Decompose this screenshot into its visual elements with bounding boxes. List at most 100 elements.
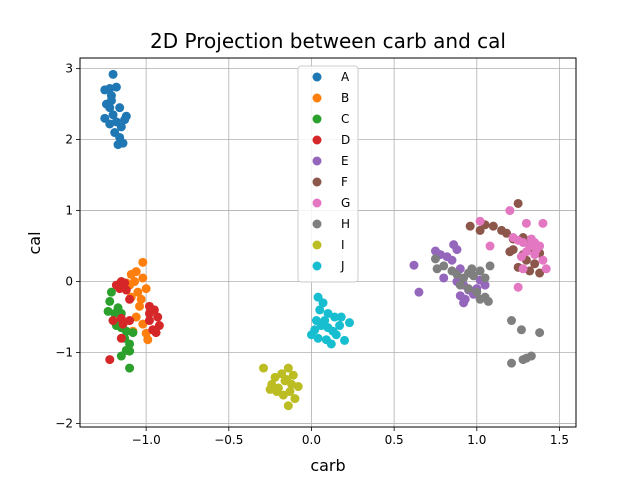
data-point <box>313 333 323 343</box>
data-point <box>475 266 485 276</box>
data-point <box>336 312 346 322</box>
data-point <box>116 122 126 132</box>
data-point <box>259 363 269 373</box>
y-tick-label: 0 <box>65 275 73 289</box>
series-H <box>430 254 545 368</box>
data-point <box>485 241 495 251</box>
data-point <box>505 247 515 257</box>
data-point <box>118 319 128 329</box>
data-point <box>409 260 419 270</box>
data-point <box>318 298 328 308</box>
data-point <box>467 264 477 274</box>
data-point <box>331 330 341 340</box>
data-point <box>505 206 515 216</box>
data-point <box>310 325 320 335</box>
data-point <box>270 372 280 382</box>
data-point <box>430 254 440 264</box>
data-point <box>531 245 541 255</box>
data-point <box>125 363 135 373</box>
data-point <box>108 69 118 79</box>
data-point <box>138 257 148 267</box>
data-point <box>151 328 161 338</box>
data-point <box>265 384 275 394</box>
data-point <box>138 273 148 283</box>
y-tick-label: 3 <box>65 62 73 76</box>
y-axis-ticks: −2 −1 0 1 2 3 <box>55 62 80 430</box>
data-point <box>125 294 135 304</box>
data-point <box>326 339 336 349</box>
data-point <box>507 316 517 326</box>
series-G <box>475 206 551 292</box>
data-point <box>507 358 517 368</box>
data-point <box>153 312 163 322</box>
data-point <box>293 382 303 392</box>
data-point <box>480 273 490 283</box>
data-point <box>475 216 485 226</box>
data-point <box>282 374 292 384</box>
data-points <box>100 69 551 411</box>
data-point <box>105 119 115 129</box>
data-point <box>538 218 548 228</box>
x-axis-label: carb <box>310 456 345 475</box>
series-D <box>105 277 164 365</box>
data-point <box>100 85 110 95</box>
data-point <box>320 316 330 326</box>
data-point <box>323 308 333 318</box>
data-point <box>335 321 345 331</box>
data-point <box>344 318 354 328</box>
data-point <box>472 287 482 297</box>
data-point <box>105 103 115 113</box>
legend-marker <box>312 198 322 208</box>
data-point <box>278 390 288 400</box>
data-point <box>330 312 340 322</box>
legend-marker <box>312 114 322 124</box>
data-point <box>125 346 135 356</box>
legend-label: E <box>341 154 349 168</box>
data-point <box>126 269 136 279</box>
data-point <box>128 328 138 338</box>
data-point <box>144 301 154 311</box>
data-point <box>475 294 485 304</box>
data-point <box>465 221 475 231</box>
data-point <box>518 355 528 365</box>
data-point <box>502 228 512 238</box>
x-axis-ticks: −1.0 −0.5 0.0 0.5 1.0 1.5 <box>132 427 569 447</box>
data-point <box>480 280 490 290</box>
data-point <box>118 138 128 148</box>
data-point <box>138 319 148 329</box>
data-point <box>538 255 548 265</box>
x-tick-label: −1.0 <box>132 433 161 447</box>
data-point <box>488 221 498 231</box>
data-point <box>105 296 115 306</box>
data-point <box>154 321 164 331</box>
data-point <box>452 269 462 279</box>
data-point <box>121 285 131 295</box>
data-point <box>115 103 125 113</box>
legend-label: A <box>341 70 350 84</box>
data-point <box>120 115 130 125</box>
legend-marker <box>312 72 322 82</box>
legend-label: H <box>341 217 350 231</box>
legend-marker <box>312 93 322 103</box>
data-point <box>290 394 300 404</box>
data-point <box>468 271 478 281</box>
data-point <box>535 328 545 338</box>
legend-label: F <box>341 175 348 189</box>
data-point <box>535 268 545 278</box>
data-point <box>518 264 528 274</box>
data-point <box>439 273 449 283</box>
x-tick-label: 1.0 <box>467 433 486 447</box>
data-point <box>288 370 298 380</box>
legend-marker <box>312 219 322 229</box>
data-point <box>116 351 126 361</box>
data-point <box>106 96 116 106</box>
data-point <box>141 284 151 294</box>
data-point <box>526 234 536 244</box>
chart-title: 2D Projection between carb and cal <box>150 29 506 53</box>
data-point <box>108 316 118 326</box>
y-tick-label: −2 <box>55 416 73 430</box>
x-tick-label: 0.0 <box>302 433 321 447</box>
legend-marker <box>312 261 322 271</box>
plot-frame <box>79 57 577 428</box>
x-tick-label: −0.5 <box>214 433 243 447</box>
